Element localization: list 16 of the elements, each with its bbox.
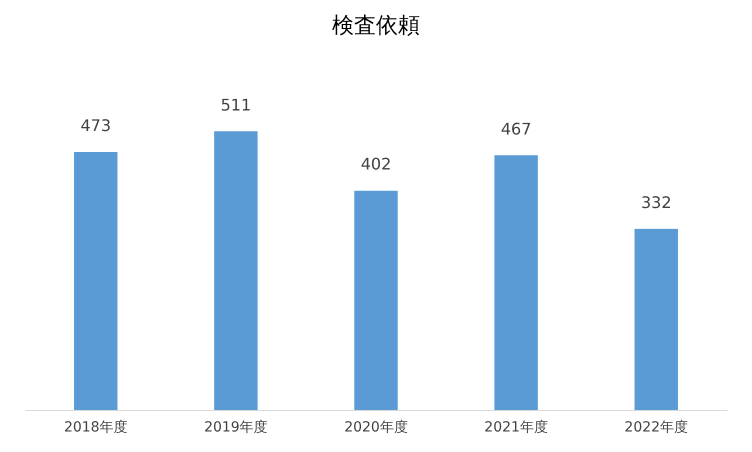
x-tick-label: 2022年度 [624,420,688,436]
bar [354,190,398,410]
data-label: 332 [640,192,672,212]
bar [74,152,118,410]
x-tick-label: 2018年度 [64,420,128,436]
x-tick-label: 2019年度 [204,420,268,436]
x-tick-label: 2021年度 [484,420,548,436]
bar [494,155,538,410]
bar [634,228,678,410]
data-label: 402 [360,154,392,174]
bar [214,131,258,410]
data-label: 467 [500,119,532,138]
x-tick-label: 2020年度 [344,420,408,436]
data-label: 473 [80,116,112,135]
data-label: 511 [220,95,252,114]
chart-title: 検査依頼 [332,13,420,38]
